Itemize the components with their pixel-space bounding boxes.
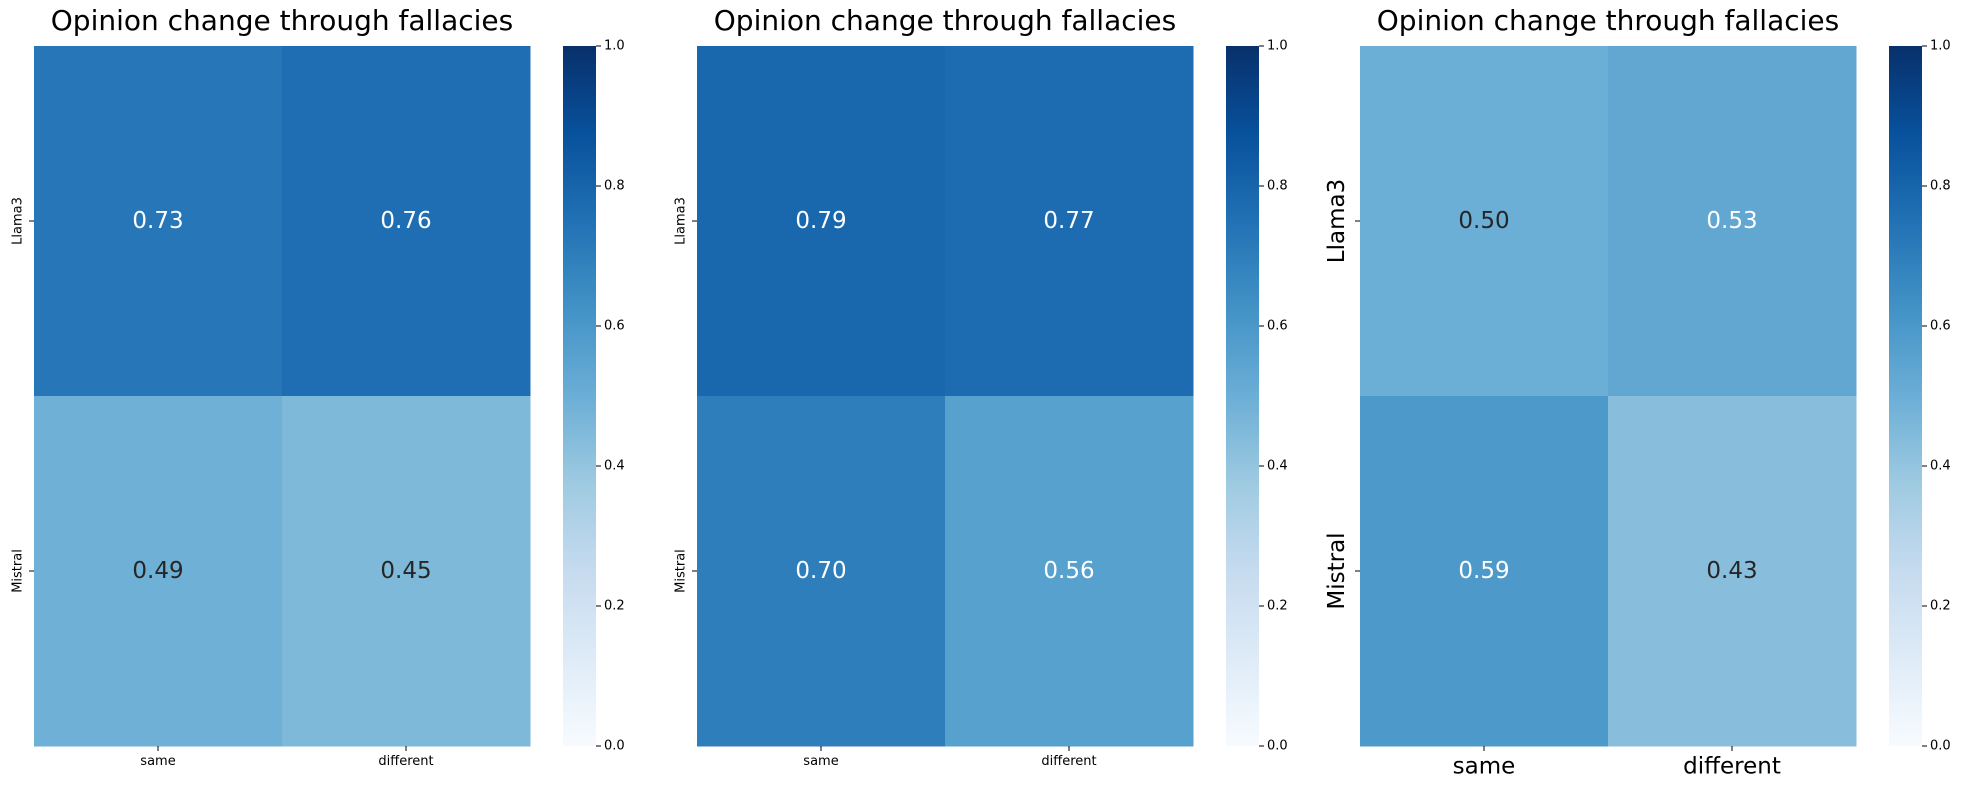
heatmap-panel-1: Opinion change through fallacies 0.73 0.76…	[10, 4, 624, 769]
colorbar-tick-label: 0.6	[604, 319, 625, 334]
colorbar-tick-label: 0.0	[1267, 739, 1288, 754]
cell-value-label: 0.59	[1458, 558, 1509, 584]
colorbar-tick-label: 0.2	[604, 599, 625, 614]
colorbar-tick-label: 0.6	[1930, 319, 1951, 334]
heatmap-cell	[1360, 46, 1609, 397]
colorbar-tick-label: 1.0	[604, 39, 625, 54]
row-label: Mistral	[1324, 532, 1350, 609]
colorbar-tick-label: 0.8	[604, 179, 625, 194]
colorbar-tick-label: 1.0	[1267, 39, 1288, 54]
colorbar-tick-label: 0.6	[1267, 319, 1288, 334]
cell-value-label: 0.53	[1706, 208, 1757, 234]
row-label: Llama3	[10, 197, 25, 245]
column-label: different	[1683, 754, 1781, 780]
row-label: Mistral	[673, 549, 688, 593]
heatmap-panel-3: Opinion change through fallacies 0.50 0.53…	[1324, 4, 1951, 780]
column-label: same	[140, 754, 175, 769]
cell-value-label: 0.77	[1043, 208, 1094, 234]
heatmap-cell	[34, 396, 283, 747]
heatmap-cell	[1608, 396, 1857, 747]
heatmap-cell	[945, 46, 1194, 397]
row-label: Mistral	[10, 549, 25, 593]
colorbar-tick-label: 0.0	[1930, 739, 1951, 754]
colorbar	[1889, 46, 1922, 746]
cell-value-label: 0.43	[1706, 558, 1757, 584]
cell-value-label: 0.45	[380, 558, 431, 584]
heatmap-cell	[1608, 46, 1857, 397]
cell-value-label: 0.79	[795, 208, 846, 234]
column-label: same	[803, 754, 838, 769]
chart-title: Opinion change through fallacies	[1377, 4, 1839, 37]
heatmap-cell	[1360, 396, 1609, 747]
cell-value-label: 0.49	[132, 558, 183, 584]
heatmap-cell	[697, 46, 946, 397]
heatmap-cell	[945, 396, 1194, 747]
colorbar-tick-label: 0.8	[1930, 179, 1951, 194]
colorbar	[563, 46, 596, 746]
heatmap-cell	[697, 396, 946, 747]
colorbar-tick-label: 0.4	[1930, 459, 1951, 474]
cell-value-label: 0.70	[795, 558, 846, 584]
cell-value-label: 0.73	[132, 208, 183, 234]
heatmap-cell	[282, 396, 531, 747]
colorbar	[1226, 46, 1259, 746]
column-label: different	[378, 754, 433, 769]
heatmap-cell	[282, 46, 531, 397]
colorbar-tick-label: 0.2	[1267, 599, 1288, 614]
chart-title: Opinion change through fallacies	[714, 4, 1176, 37]
cell-value-label: 0.50	[1458, 208, 1509, 234]
column-label: different	[1041, 754, 1096, 769]
colorbar-tick-label: 0.2	[1930, 599, 1951, 614]
heatmap-panel-2: Opinion change through fallacies 0.79 0.77…	[673, 4, 1287, 769]
cell-value-label: 0.76	[380, 208, 431, 234]
colorbar-tick-label: 1.0	[1930, 39, 1951, 54]
colorbar-tick-label: 0.8	[1267, 179, 1288, 194]
row-label: Llama3	[1324, 179, 1350, 263]
colorbar-tick-label: 0.4	[1267, 459, 1288, 474]
colorbar-tick-label: 0.4	[604, 459, 625, 474]
column-label: same	[1453, 754, 1516, 780]
chart-title: Opinion change through fallacies	[51, 4, 513, 37]
heatmap-cell	[34, 46, 283, 397]
row-label: Llama3	[673, 197, 688, 245]
colorbar-tick-label: 0.0	[604, 739, 625, 754]
cell-value-label: 0.56	[1043, 558, 1094, 584]
